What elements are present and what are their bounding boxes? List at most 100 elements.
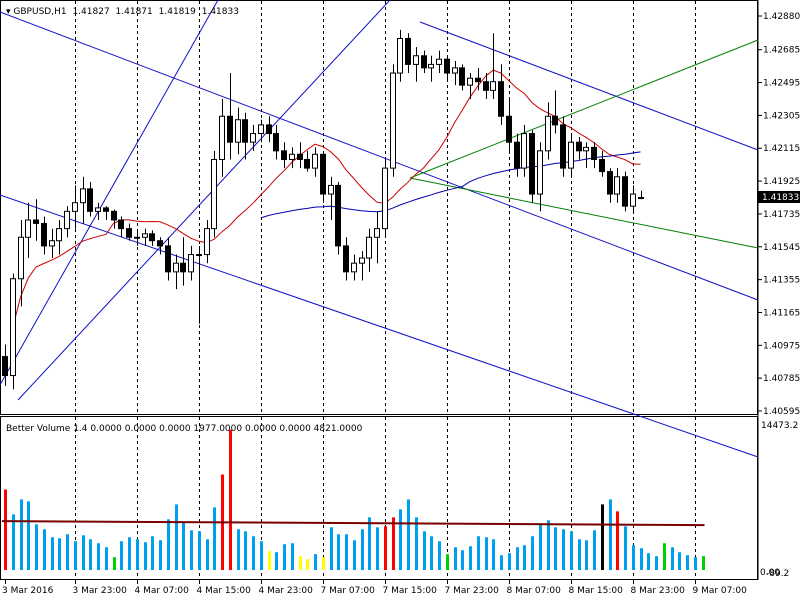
- volume-bar: [314, 554, 317, 570]
- candle: [599, 150, 605, 177]
- candle: [157, 237, 163, 255]
- candle-body: [266, 124, 272, 135]
- volume-bar: [51, 537, 54, 570]
- candle: [33, 199, 39, 241]
- candle-body: [560, 124, 566, 169]
- candle: [211, 150, 217, 238]
- symbol-icon: ▾: [6, 7, 11, 17]
- volume-bar: [423, 531, 426, 570]
- volume-scale-max: 14473.2: [761, 421, 798, 431]
- ohlc-low: 1.41819: [159, 7, 196, 17]
- candle: [165, 237, 171, 281]
- volume-bar: [237, 529, 240, 570]
- volume-bar: [640, 548, 643, 570]
- candle: [382, 159, 388, 238]
- price-tick-label: 1.41165: [763, 308, 800, 318]
- volume-bar: [58, 538, 61, 570]
- candle-body: [250, 133, 256, 143]
- volume-bar: [244, 531, 247, 570]
- candle-body: [87, 188, 93, 212]
- candle-body: [196, 254, 202, 257]
- volume-bar: [593, 530, 596, 570]
- candle-body: [359, 257, 365, 264]
- candle: [498, 64, 504, 125]
- volume-scale-zero: 0.00: [760, 568, 780, 578]
- volume-bar: [547, 520, 550, 570]
- volume-bar: [353, 540, 356, 570]
- time-tick-label: 7 Mar 07:00: [321, 586, 376, 596]
- price-tick-label: 1.42880: [763, 12, 800, 22]
- symbol-name: GBPUSD,H1: [13, 7, 66, 17]
- candle-body: [405, 37, 411, 65]
- candle: [118, 216, 124, 238]
- chart-symbol-label: ▾ GBPUSD,H1 1.41827 1.41871 1.41819 1.41…: [6, 7, 239, 17]
- candle-body: [289, 153, 295, 160]
- candle: [359, 251, 365, 281]
- volume-bar: [655, 556, 658, 570]
- price-tick-label: 1.40975: [763, 341, 800, 351]
- volume-bar: [337, 534, 340, 570]
- candle-body: [95, 207, 101, 212]
- candle: [95, 202, 101, 220]
- candle-body: [591, 146, 597, 160]
- candle: [281, 142, 287, 169]
- candle-body: [583, 146, 589, 152]
- volume-bar: [438, 541, 441, 570]
- candle: [622, 171, 628, 212]
- volume-bar: [159, 540, 162, 570]
- volume-bar: [523, 545, 526, 570]
- volume-bar: [694, 557, 697, 570]
- candle-body: [599, 158, 605, 173]
- candle: [421, 50, 427, 74]
- price-axis: 1.42880 1.42685 1.42495 1.42305 1.42115 1.419…: [758, 12, 800, 417]
- price-tick-label: 1.41925: [763, 177, 800, 187]
- candle-body: [506, 115, 512, 143]
- volume-bar: [469, 546, 472, 570]
- price-tick-label: 1.40785: [763, 374, 800, 384]
- candle-body: [235, 119, 241, 143]
- time-tick-label: 7 Mar 15:00: [383, 586, 438, 596]
- moving-average-fast: [12, 69, 641, 328]
- candle-body: [630, 193, 636, 207]
- candle-body: [297, 153, 303, 160]
- volume-bar: [35, 524, 38, 570]
- volume-bar: [89, 539, 92, 570]
- volume-bar: [516, 547, 519, 570]
- volume-bar: [128, 537, 131, 570]
- candle: [397, 29, 403, 82]
- candle: [521, 124, 527, 177]
- volume-bar: [136, 539, 139, 570]
- volume-bar: [291, 543, 294, 570]
- candle: [514, 133, 520, 177]
- volume-bar: [361, 529, 364, 570]
- candle-body: [607, 171, 613, 195]
- volume-bar: [306, 559, 309, 570]
- candle: [607, 168, 613, 203]
- candle: [126, 223, 132, 241]
- candle: [134, 232, 140, 246]
- candle: [591, 142, 597, 169]
- trendline: [0, 11, 759, 301]
- candle-body: [537, 150, 543, 195]
- candle: [614, 168, 620, 203]
- candle-body: [49, 240, 55, 247]
- candle: [343, 237, 349, 281]
- candle-body: [521, 133, 527, 169]
- volume-bar: [585, 540, 588, 570]
- candle-body: [227, 115, 233, 143]
- volume-bar: [616, 511, 619, 570]
- candle: [304, 150, 310, 172]
- current-price-marker: 1.41833: [758, 190, 800, 203]
- candle: [475, 67, 481, 91]
- volume-bar: [702, 556, 705, 570]
- candle: [87, 181, 93, 217]
- price-tick-label: 1.42685: [763, 46, 800, 56]
- volume-bar: [82, 535, 85, 570]
- volume-bar: [113, 557, 116, 570]
- candle: [49, 228, 55, 259]
- candle: [219, 98, 225, 177]
- candle-body: [157, 240, 163, 247]
- candle-body: [452, 67, 458, 74]
